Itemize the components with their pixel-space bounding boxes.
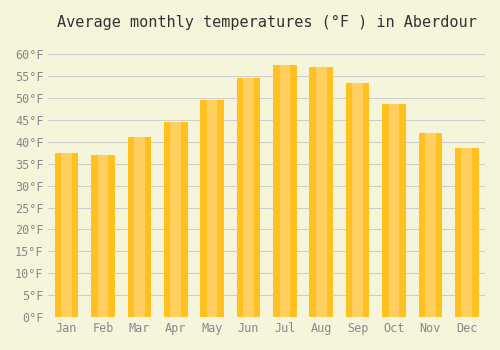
Bar	[243, 78, 254, 317]
Bar	[310, 67, 333, 317]
Bar	[128, 137, 151, 317]
Bar	[425, 133, 436, 317]
Bar	[170, 122, 181, 317]
Bar	[418, 133, 442, 317]
Bar	[352, 83, 363, 317]
Bar	[54, 153, 78, 317]
Bar	[98, 155, 108, 317]
Bar	[91, 155, 115, 317]
Bar	[273, 65, 296, 317]
Bar	[134, 137, 144, 317]
Bar	[455, 148, 478, 317]
Bar	[462, 148, 472, 317]
Bar	[61, 153, 72, 317]
Bar	[316, 67, 326, 317]
Bar	[280, 65, 290, 317]
Bar	[236, 78, 260, 317]
Bar	[200, 100, 224, 317]
Bar	[164, 122, 188, 317]
Bar	[388, 105, 400, 317]
Bar	[346, 83, 370, 317]
Bar	[382, 105, 406, 317]
Bar	[207, 100, 218, 317]
Title: Average monthly temperatures (°F ) in Aberdour: Average monthly temperatures (°F ) in Ab…	[57, 15, 476, 30]
